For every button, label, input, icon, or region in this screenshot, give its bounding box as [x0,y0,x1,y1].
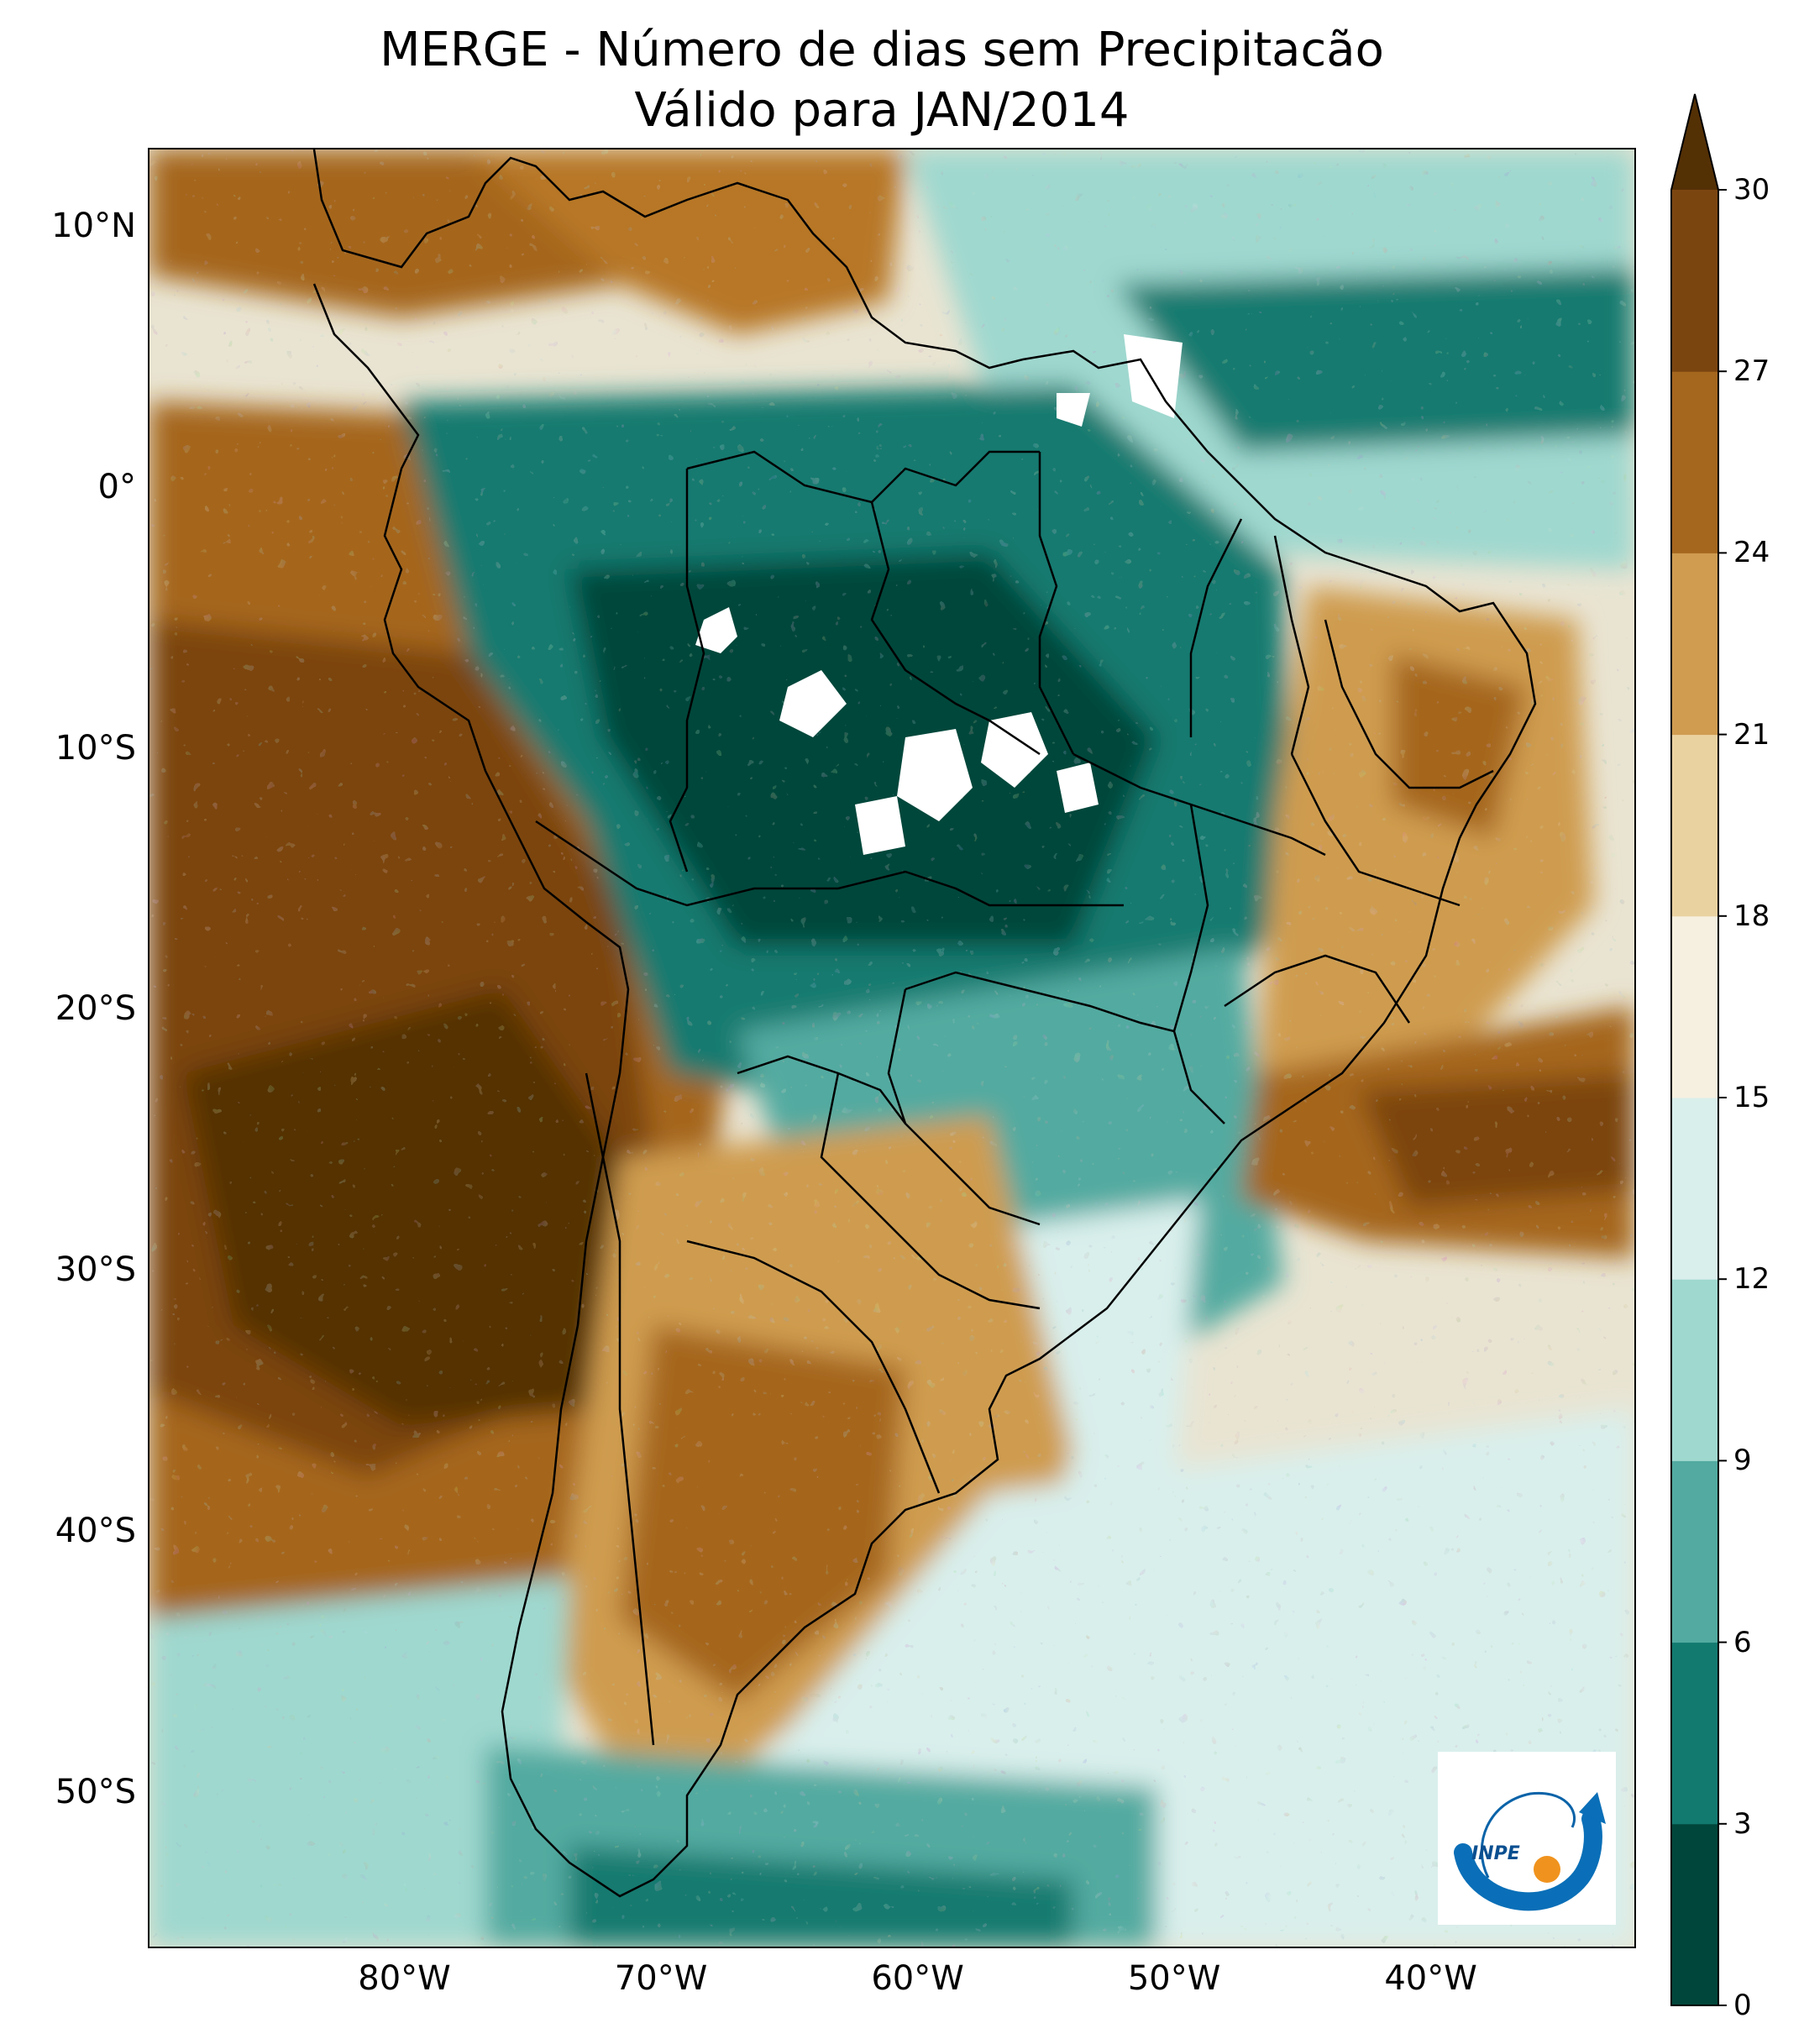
colorbar-tick-label: 24 [1733,536,1770,570]
lon-tick-label: 70°W [614,1959,708,1998]
colorbar-segment [1671,1279,1718,1461]
borders [312,149,1537,1898]
lon-tick-label: 50°W [1127,1959,1221,1998]
lat-tick-label: 10°S [55,728,136,768]
colorbar-segment [1671,371,1718,553]
inpe-logo-icon: INPE [1454,1791,1606,1911]
colorbar-segment [1671,1642,1718,1825]
colorbar-segment [1671,915,1718,1098]
colorbar-tick-label: 21 [1733,717,1770,752]
colorbar-tick-label: 15 [1733,1081,1770,1114]
lon-tick-label: 40°W [1384,1959,1477,1998]
colorbar-tick-label: 27 [1733,354,1770,389]
lon-tick-label: 60°W [871,1959,964,1998]
colorbar-segment [1671,190,1718,372]
logo-text: INPE [1471,1843,1520,1864]
no-data-patches [695,334,1183,855]
lat-tick-label: 20°S [55,989,136,1029]
map-panel [148,148,1636,1948]
lon-tick-label: 80°W [358,1959,451,1998]
colorbar-tick-label: 30 [1733,173,1770,207]
lat-tick-label: 50°S [55,1772,136,1811]
lat-tick-label: 10°N [51,207,136,246]
colorbar-tick-label: 9 [1733,1444,1752,1478]
colorbar-tick-label: 18 [1733,899,1770,933]
chart-title-line1: MERGE - Número de dias sem Precipitacão [380,23,1384,77]
chart-title-line2: Válido para JAN/2014 [634,83,1130,138]
colorbar-tick-label: 12 [1733,1262,1770,1297]
precipitation-map [149,149,1634,1947]
colorbar-extend-arrow [1671,94,1718,190]
lat-tick-label: 40°S [55,1511,136,1550]
colorbar-segment [1671,1098,1718,1280]
colorbar-segment [1671,1823,1718,2006]
colorbar [1670,93,1727,2006]
colorbar-tick-label: 3 [1733,1806,1752,1841]
colorbar-segment [1671,734,1718,917]
inpe-logo: INPE [1438,1752,1616,1925]
colorbar-segment [1671,1460,1718,1643]
colorbar-outline [1670,93,1719,2006]
colorbar-tick-label: 0 [1733,1989,1752,2022]
colorbar-tick-label: 6 [1733,1625,1752,1659]
colorbar-segment [1671,553,1718,736]
lat-tick-label: 30°S [55,1250,136,1290]
lat-tick-label: 0° [97,467,136,506]
